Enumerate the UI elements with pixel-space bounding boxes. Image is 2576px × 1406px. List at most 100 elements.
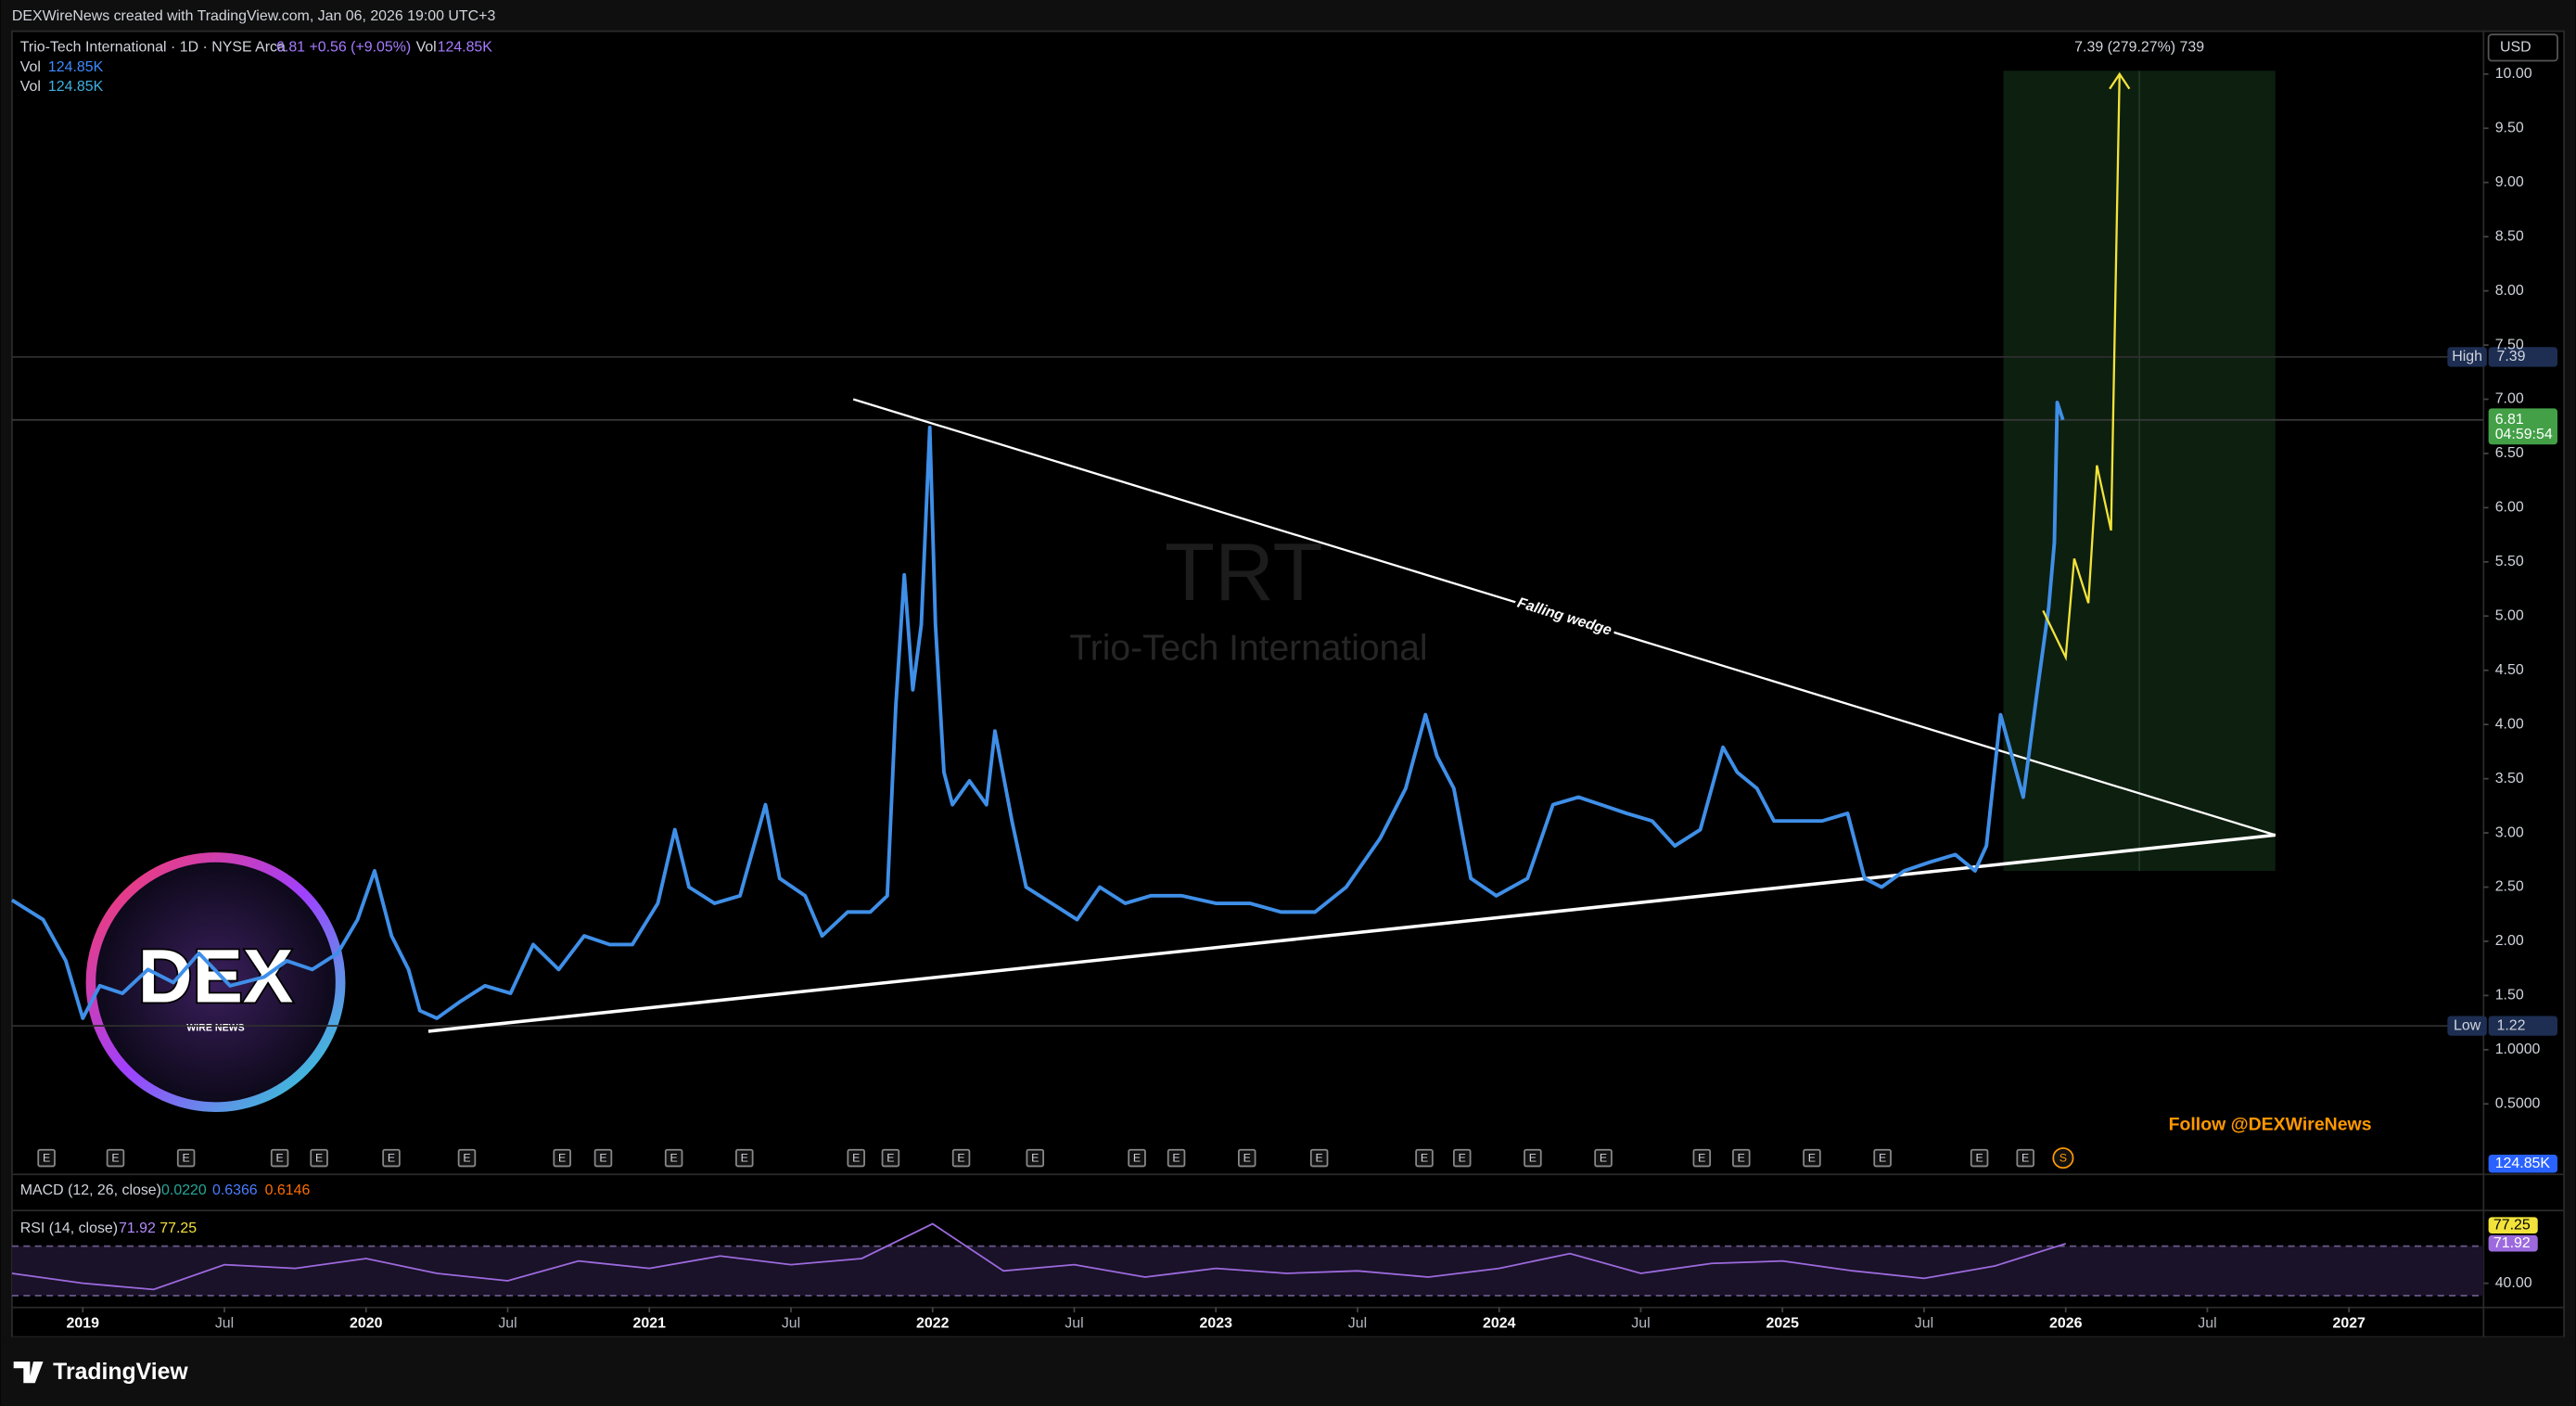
earnings-marker-label: E <box>957 1152 964 1165</box>
symbol: Trio-Tech International · 1D · NYSE Arca <box>20 40 286 56</box>
trendline <box>427 833 2276 1033</box>
watermark-ticker: TRT <box>1165 526 1323 618</box>
currency-box[interactable] <box>2487 33 2558 62</box>
x-tick-label: Jul <box>2198 1316 2216 1332</box>
earnings-marker-label: E <box>1738 1152 1745 1165</box>
split-marker <box>2052 1147 2074 1170</box>
x-tick-label: Jul <box>215 1316 234 1332</box>
logo-subtext: WIRE NEWS <box>186 1022 244 1033</box>
y-tick-label: 4.00 <box>2495 716 2524 732</box>
y-tick-label: 5.50 <box>2495 554 2524 569</box>
earnings-marker <box>881 1148 900 1168</box>
y-tick-label: 7.50 <box>2495 337 2524 352</box>
volume: 124.85K <box>48 59 104 75</box>
earnings-marker-label: E <box>741 1152 748 1165</box>
earnings-marker-label: E <box>599 1152 606 1165</box>
x-tick-label: Jul <box>498 1316 516 1332</box>
price-line <box>10 401 2065 1020</box>
y-tick-label: 6.50 <box>2495 445 2524 461</box>
earnings-marker-label: E <box>1421 1152 1428 1165</box>
earnings-marker <box>1873 1148 1892 1168</box>
x-tick-label: Jul <box>1348 1316 1367 1332</box>
macd-value: 0.6146 <box>265 1182 311 1198</box>
rsi-line <box>11 1222 2066 1291</box>
x-tick-label: 2027 <box>2332 1316 2366 1332</box>
earnings-marker <box>1970 1148 1989 1168</box>
earnings-marker-label: E <box>1316 1152 1323 1165</box>
follow-text: Follow @DEXWireNews <box>2169 1114 2372 1134</box>
y-tick-label: 1.50 <box>2495 988 2524 1003</box>
earnings-marker <box>176 1148 196 1168</box>
earnings-marker-label: E <box>1975 1152 1983 1165</box>
header: DEXWireNews created with TradingView.com… <box>12 8 496 24</box>
volume-label: Vol <box>20 59 41 75</box>
earnings-marker-label: E <box>1459 1152 1466 1165</box>
y-tick-label: 3.50 <box>2495 771 2524 786</box>
earnings-marker-label: E <box>1808 1152 1816 1165</box>
earnings-marker-label: E <box>1031 1152 1039 1165</box>
rsi-signal-value: 77.25 <box>159 1221 197 1236</box>
brand: TradingView <box>53 1360 188 1385</box>
y-tick-label: 8.00 <box>2495 283 2524 299</box>
earnings-marker-label: E <box>558 1152 566 1165</box>
earnings-marker <box>553 1148 571 1168</box>
trendline <box>852 398 2276 837</box>
earnings-marker <box>382 1148 401 1168</box>
projection-line <box>2042 73 2121 661</box>
earnings-marker-label: E <box>1600 1152 1607 1165</box>
x-tick-label: Jul <box>1915 1316 1933 1332</box>
last-price-value: 6.81 <box>2495 412 2524 428</box>
rsi-signal-badge <box>2488 1217 2538 1234</box>
level-tag <box>2447 1016 2487 1036</box>
earnings-marker-label: E <box>111 1152 119 1165</box>
volume: 124.85K <box>438 40 493 56</box>
y-tick-label: 9.00 <box>2495 174 2524 190</box>
currency: USD <box>2500 40 2531 56</box>
rsi-badge <box>2488 1234 2538 1252</box>
earnings-marker-label: E <box>388 1152 395 1165</box>
volume-badge <box>2488 1155 2558 1173</box>
x-tick-label: 2023 <box>1200 1316 1233 1332</box>
earnings-marker <box>1524 1148 1542 1168</box>
earnings-marker-label: E <box>183 1152 190 1165</box>
rsi-label: RSI (14, close) <box>20 1221 118 1236</box>
last-price: 6.81 <box>276 40 305 56</box>
y-tick-label: 5.00 <box>2495 607 2524 623</box>
projection-arrowhead <box>2109 71 2131 90</box>
x-tick-label: 2025 <box>1766 1316 1800 1332</box>
earnings-marker <box>1026 1148 1045 1168</box>
volume-label: Vol <box>416 40 437 56</box>
level-badge <box>2488 1016 2558 1036</box>
earnings-marker <box>37 1148 56 1168</box>
change: +0.56 (+9.05%) <box>309 40 411 56</box>
earnings-marker <box>1167 1148 1186 1168</box>
earnings-marker <box>2016 1148 2034 1168</box>
x-tick-label: 2019 <box>67 1316 100 1332</box>
earnings-marker <box>847 1148 865 1168</box>
y-tick-label: 7.00 <box>2495 391 2524 407</box>
earnings-marker <box>1692 1148 1712 1168</box>
y-tick-label: 6.00 <box>2495 500 2524 516</box>
volume: 124.85K <box>48 79 104 95</box>
x-tick-label: 2020 <box>350 1316 383 1332</box>
y-tick-label: 2.00 <box>2495 933 2524 949</box>
earnings-marker <box>106 1148 125 1168</box>
level-value: 7.39 <box>2496 349 2525 364</box>
earnings-marker <box>1309 1148 1329 1168</box>
earnings-marker <box>1594 1148 1613 1168</box>
rsi-tick-label: 40.00 <box>2495 1275 2532 1291</box>
x-tick-label: Jul <box>1631 1316 1650 1332</box>
watermark-name: Trio-Tech International <box>1069 629 1427 669</box>
y-tick-label: 0.5000 <box>2495 1095 2541 1111</box>
earnings-marker <box>735 1148 754 1168</box>
rsi-value: 71.92 <box>119 1221 156 1236</box>
x-tick-label: 2022 <box>916 1316 950 1332</box>
logo: DEX WIRE NEWS <box>85 852 346 1112</box>
earnings-marker-label: E <box>1243 1152 1251 1165</box>
earnings-marker <box>1415 1148 1434 1168</box>
earnings-marker <box>310 1148 328 1168</box>
y-tick-label: 3.00 <box>2495 824 2524 840</box>
earnings-marker-label: E <box>670 1152 678 1165</box>
brand-icon <box>13 1361 44 1384</box>
